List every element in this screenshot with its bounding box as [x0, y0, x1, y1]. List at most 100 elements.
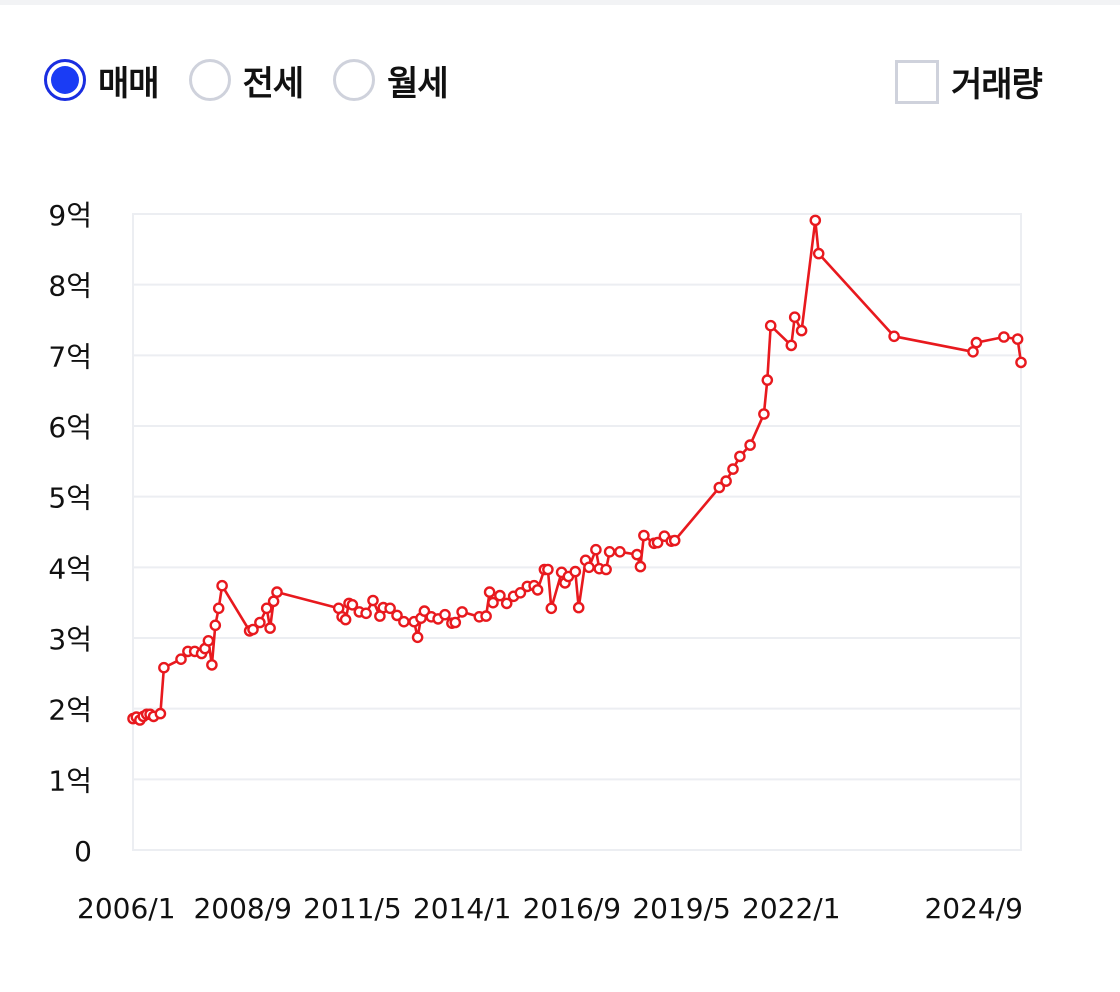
data-point[interactable]	[569, 565, 582, 578]
data-point[interactable]	[668, 534, 681, 547]
data-point[interactable]	[209, 619, 222, 632]
data-point[interactable]	[487, 596, 499, 609]
data-point[interactable]	[254, 616, 266, 629]
x-tick-label: 2014/1	[413, 892, 512, 925]
data-point[interactable]	[600, 563, 612, 576]
data-point[interactable]	[542, 563, 554, 576]
data-point[interactable]	[360, 607, 372, 620]
data-point[interactable]	[1011, 333, 1024, 345]
y-tick-label: 6억	[48, 411, 92, 444]
data-point[interactable]	[631, 548, 643, 561]
data-point[interactable]	[603, 546, 616, 558]
data-point[interactable]	[545, 602, 558, 615]
data-point[interactable]	[744, 439, 756, 451]
y-tick-label: 4억	[48, 552, 92, 585]
y-tick-label: 1억	[48, 764, 92, 797]
data-point[interactable]	[758, 408, 770, 420]
data-point[interactable]	[590, 543, 602, 556]
chart-grid	[132, 213, 1022, 851]
data-point[interactable]	[788, 311, 801, 324]
data-point[interactable]	[264, 622, 276, 634]
data-point[interactable]	[998, 331, 1010, 343]
y-tick-label: 2억	[48, 694, 92, 727]
data-point[interactable]	[888, 330, 900, 343]
y-tick-label: 0	[74, 835, 92, 868]
data-point[interactable]	[206, 659, 218, 671]
radio-jeonse-label: 전세	[242, 63, 305, 104]
data-point[interactable]	[202, 635, 215, 647]
data-point[interactable]	[346, 599, 359, 611]
data-point[interactable]	[216, 579, 228, 592]
data-point[interactable]	[634, 560, 647, 573]
x-tick-label: 2024/9	[924, 892, 1023, 925]
y-tick-label: 7억	[48, 340, 92, 373]
data-point[interactable]	[480, 610, 492, 622]
data-point[interactable]	[158, 661, 170, 674]
data-point[interactable]	[720, 475, 732, 487]
trade-type-selector: 매매 전세 월세	[44, 52, 478, 108]
radio-jeonse[interactable]: 전세	[188, 56, 305, 105]
x-tick-label: 2022/1	[742, 892, 841, 925]
x-tick-label: 2008/9	[193, 892, 292, 925]
data-point[interactable]	[367, 594, 379, 607]
data-point[interactable]	[764, 319, 777, 332]
data-point[interactable]	[795, 324, 808, 337]
data-point[interactable]	[398, 615, 410, 628]
x-tick-label: 2016/9	[523, 892, 622, 925]
y-tick-label: 5억	[48, 482, 92, 515]
data-point[interactable]	[175, 653, 187, 666]
radio-sale-indicator[interactable]	[44, 59, 86, 101]
data-point[interactable]	[439, 608, 451, 621]
data-point[interactable]	[572, 601, 585, 614]
y-axis-labels: 0 1억 2억 3억 4억 5억 6억 7억 8억 9억	[48, 199, 92, 868]
data-point[interactable]	[500, 597, 513, 610]
data-point[interactable]	[531, 584, 544, 596]
data-point[interactable]	[456, 606, 468, 618]
data-point[interactable]	[154, 707, 167, 720]
data-point[interactable]	[247, 623, 259, 636]
price-series	[127, 214, 1027, 726]
data-point[interactable]	[785, 339, 798, 352]
x-tick-label: 2006/1	[77, 892, 176, 925]
data-point[interactable]	[583, 561, 595, 574]
data-point[interactable]	[734, 450, 746, 463]
data-point[interactable]	[713, 481, 726, 494]
data-point[interactable]	[970, 336, 983, 349]
data-point[interactable]	[651, 536, 664, 549]
radio-monthly-rent-indicator[interactable]	[333, 59, 376, 101]
data-point[interactable]	[260, 602, 273, 615]
radio-jeonse-indicator[interactable]	[188, 59, 231, 101]
x-tick-label: 2011/5	[303, 892, 402, 925]
data-point[interactable]	[1015, 356, 1027, 369]
y-tick-label: 3억	[48, 623, 92, 656]
data-point[interactable]	[494, 589, 506, 602]
radio-monthly-rent[interactable]: 월세	[333, 56, 449, 105]
volume-toggle[interactable]: 거래량	[895, 57, 1043, 106]
data-point[interactable]	[638, 529, 650, 542]
plot-frame	[132, 213, 1022, 851]
data-point[interactable]	[812, 247, 825, 260]
radio-sale-label: 매매	[98, 63, 160, 104]
data-point[interactable]	[514, 587, 527, 599]
top-divider	[0, 0, 1120, 5]
data-point[interactable]	[761, 374, 774, 386]
y-tick-label: 9억	[48, 199, 92, 232]
data-point[interactable]	[967, 345, 979, 358]
data-point[interactable]	[483, 586, 496, 598]
data-point[interactable]	[449, 616, 462, 629]
data-point[interactable]	[212, 602, 225, 615]
data-point[interactable]	[809, 214, 822, 227]
radio-sale[interactable]: 매매	[44, 56, 160, 105]
data-point[interactable]	[384, 602, 396, 615]
data-point[interactable]	[727, 463, 739, 475]
data-point[interactable]	[614, 546, 626, 558]
data-point[interactable]	[339, 613, 352, 626]
volume-checkbox[interactable]	[895, 59, 939, 104]
data-point[interactable]	[391, 609, 403, 622]
data-point[interactable]	[267, 595, 280, 608]
x-tick-label: 2019/5	[632, 892, 731, 925]
y-tick-label: 8억	[48, 270, 92, 303]
data-point[interactable]	[411, 631, 424, 644]
data-point[interactable]	[271, 586, 283, 598]
